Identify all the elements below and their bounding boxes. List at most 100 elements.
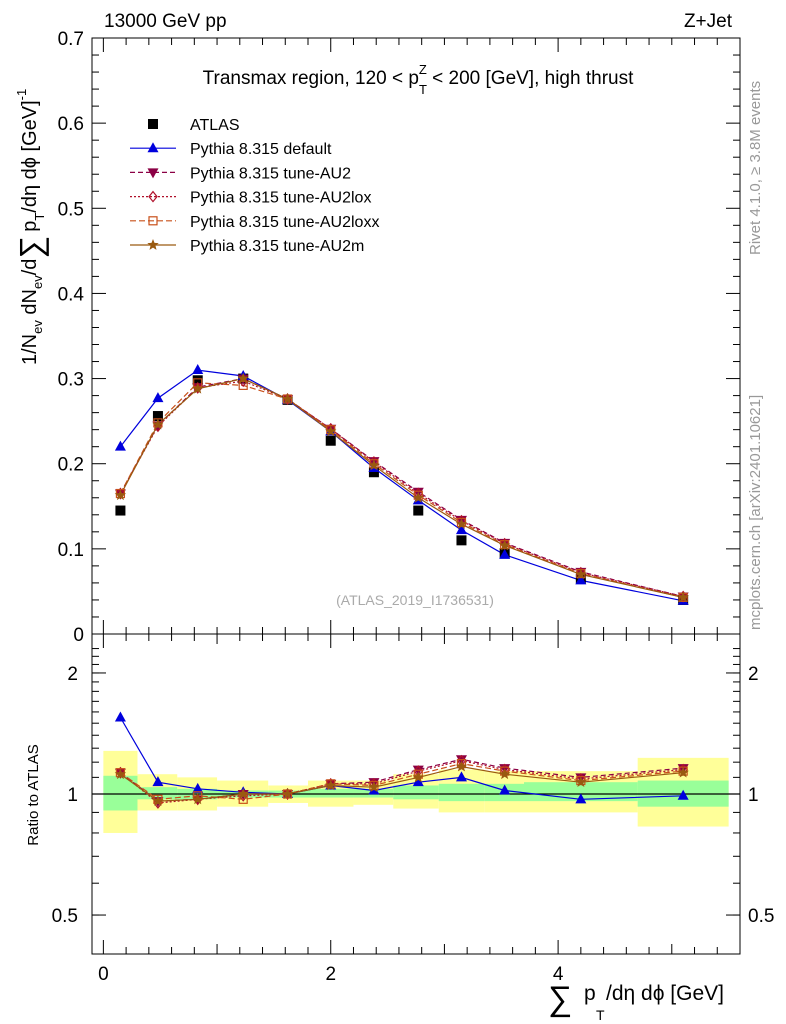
x-axis-label: ∑ p T /dη dϕ [GeV]	[548, 980, 724, 1023]
main-ytick-label: 0.7	[58, 29, 84, 50]
band-stat	[393, 785, 439, 800]
ratio-point-pythia-8-315-tune-au2m	[677, 766, 689, 778]
point-pythia-8-315-default	[152, 392, 164, 403]
main-ytick-label: 0.6	[58, 114, 84, 135]
ratio-point-pythia-8-315-default	[114, 711, 126, 722]
main-axis-ticks: 0 0.1 0.2 0.3 0.4 0.5 0.6 0.7	[58, 29, 740, 646]
point-atlas	[413, 505, 424, 516]
legend-marker-pythia-8-315-tune-au2	[147, 168, 159, 179]
xlabel-rest: /dη dϕ [GeV]	[606, 982, 724, 1005]
legend-marker-pythia-8-315-default	[147, 142, 159, 153]
ratio-point-pythia-8-315-default	[455, 771, 467, 782]
ylabel-a: 1/N	[19, 334, 41, 365]
xlabel-p: p	[584, 982, 596, 1005]
legend-marker-atlas	[148, 119, 158, 129]
ratio-line-pythia-8-315-default	[119, 717, 684, 800]
legend-label-pythia-8-315-tune-au2: Pythia 8.315 tune-AU2	[190, 165, 351, 182]
legend-marker-pythia-8-315-tune-au2lox	[148, 190, 158, 203]
series-line-pythia-8-315-tune-au2	[119, 377, 684, 598]
ylabel-f: p	[19, 221, 41, 232]
ratio-point-pythia-8-315-tune-au2m	[152, 795, 164, 806]
ratio-ytick-label-right: 1	[748, 785, 759, 806]
legend-label-pythia-8-315-tune-au2lox: Pythia 8.315 tune-AU2lox	[190, 190, 371, 207]
point-pythia-8-315-default	[114, 440, 126, 451]
series-line-pythia-8-315-tune-au2m	[119, 377, 684, 598]
ratio-line-pythia-8-315-tune-au2m	[120, 765, 684, 802]
series-line-pythia-8-315-default	[119, 369, 684, 602]
point-pythia-8-315-tune-au2m	[455, 518, 468, 529]
ratio-point-pythia-8-315-tune-au2m	[499, 768, 511, 780]
ylabel-c: dN	[19, 289, 41, 320]
ratio-ylabel: Ratio to ATLAS	[25, 744, 42, 845]
main-ytick-label: 0.2	[58, 455, 84, 476]
point-atlas	[325, 435, 336, 446]
main-ytick-label: 0	[73, 625, 84, 646]
point-pythia-8-315-default	[499, 548, 511, 559]
xlabel-t: T	[596, 1007, 605, 1023]
ratio-ytick-label-right: 0.5	[748, 906, 774, 927]
ratio-point-pythia-8-315-default	[677, 789, 689, 800]
ratio-point-pythia-8-315-tune-au2m	[192, 793, 204, 805]
ylabel-sum: ∑	[13, 236, 49, 259]
point-pythia-8-315-tune-au2m	[237, 372, 249, 384]
main-ytick-label: 0.4	[58, 284, 85, 305]
ratio-point-pythia-8-315-default	[152, 776, 164, 787]
ratio-ytick-label-left: 1	[67, 785, 78, 806]
ylabel-g: T	[32, 213, 47, 221]
point-atlas	[456, 535, 467, 546]
ratio-ytick-label-left: 0.5	[52, 906, 78, 927]
header-left: 13000 GeV pp	[104, 11, 227, 32]
point-pythia-8-315-tune-au2m	[499, 539, 511, 551]
ratio-point-pythia-8-315-tune-au2m	[455, 760, 468, 772]
ratio-xtick-label: 2	[325, 964, 336, 985]
ratio-point-pythia-8-315-tune-au2m	[325, 779, 337, 791]
ratio-point-pythia-8-315-default	[192, 782, 204, 793]
ratio-line-pythia-8-315-tune-au2loxx	[120, 762, 684, 800]
point-atlas	[152, 411, 163, 422]
band-stat	[137, 787, 178, 800]
plot-title: Transmax region, 120 < pTZ < 200 [GeV], …	[203, 62, 634, 97]
point-pythia-8-315-default	[192, 364, 204, 375]
point-pythia-8-315-tune-au2m	[677, 591, 689, 603]
point-pythia-8-315-default	[455, 524, 467, 535]
point-pythia-8-315-tune-au2lox	[238, 375, 248, 388]
point-pythia-8-315-tune-au2m	[152, 418, 164, 430]
svg-text:1/Nev dNev/d∑pT/dη dϕ [GeV]-1: 1/Nev dNev/d∑pT/dη dϕ [GeV]-1	[13, 89, 49, 365]
rivet-label: Rivet 4.1.0, ≥ 3.8M events	[747, 81, 764, 255]
legend: ATLAS Pythia 8.315 default Pythia 8.315 tu…	[130, 117, 379, 255]
ratio-xtick-label: 0	[98, 964, 109, 985]
point-pythia-8-315-tune-au2m	[281, 393, 294, 404]
ratio-xtick-label: 4	[553, 964, 564, 985]
main-series-markers	[114, 364, 689, 605]
title-sub: T	[419, 82, 427, 97]
point-pythia-8-315-tune-au2m	[325, 425, 337, 437]
point-atlas	[368, 467, 379, 478]
main-ytick-label: 0.1	[58, 540, 84, 561]
legend-label-pythia-8-315-tune-au2loxx: Pythia 8.315 tune-AU2loxx	[190, 214, 379, 231]
ylabel-i: -1	[14, 89, 29, 101]
legend-marker-pythia-8-315-tune-au2m	[147, 239, 159, 250]
ratio-point-pythia-8-315-default	[499, 784, 511, 795]
header-right: Z+Jet	[684, 11, 733, 32]
ylabel-b: ev	[30, 320, 45, 334]
point-pythia-8-315-tune-au2lox	[115, 487, 126, 500]
point-pythia-8-315-tune-au2m	[412, 491, 424, 503]
ratio-series-lines	[114, 711, 689, 809]
ylabel-e: /d	[19, 259, 41, 276]
legend-label-atlas: ATLAS	[190, 117, 240, 134]
ratio-ytick-label-left: 2	[67, 664, 78, 685]
main-series-lines	[119, 369, 684, 602]
ylabel-h: /dη dϕ [GeV]	[19, 100, 41, 212]
title-pre: Transmax region, 120 < p	[203, 68, 419, 89]
ratio-ytick-label-right: 2	[748, 664, 759, 685]
ratio-axis-ticks: 0.5 1 2 0.5 1 2 0 2 4	[52, 634, 774, 985]
main-ytick-label: 0.5	[58, 199, 84, 220]
band-stat	[308, 788, 354, 798]
point-pythia-8-315-tune-au2m	[114, 489, 127, 501]
ratio-uncertainty-bands	[92, 750, 740, 833]
ratio-point-pythia-8-315-tune-au2m	[368, 781, 380, 792]
point-pythia-8-315-default	[575, 574, 587, 585]
main-ytick-label: 0.3	[58, 370, 84, 391]
mcplots-label: mcplots.cern.ch [arXiv:2401.10621]	[747, 395, 764, 630]
